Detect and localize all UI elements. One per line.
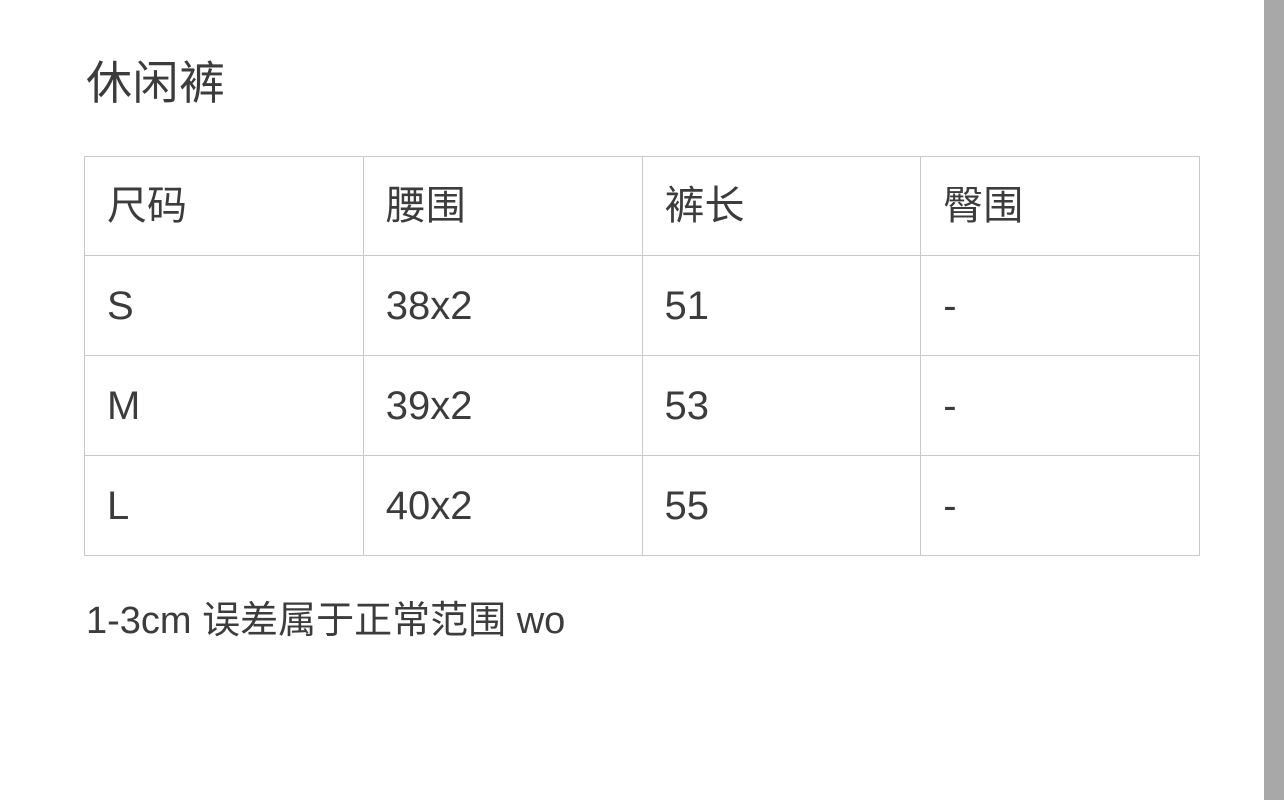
cell-size: S [84, 255, 364, 356]
cell-pant-length: 55 [641, 455, 922, 556]
scrollbar-thumb[interactable] [1264, 0, 1284, 800]
cell-pant-length: 51 [641, 255, 922, 356]
cell-pant-length: 53 [641, 355, 922, 456]
cell-waist: 38x2 [362, 255, 643, 356]
column-header-hip: 臀围 [920, 156, 1200, 256]
column-header-waist: 腰围 [362, 156, 643, 256]
measurement-tolerance-note: 1-3cm 误差属于正常范围 wo [86, 600, 566, 642]
size-chart-table: 尺码 腰围 裤长 臀围 S 38x2 51 - M 39x2 53 - [84, 156, 1200, 556]
table-row: S 38x2 51 - [84, 255, 1200, 356]
cell-waist: 40x2 [362, 455, 643, 556]
table-row: M 39x2 53 - [84, 355, 1200, 456]
vertical-scrollbar[interactable] [1264, 0, 1284, 800]
cell-waist: 39x2 [362, 355, 643, 456]
cell-size: L [84, 455, 364, 556]
column-header-size: 尺码 [84, 156, 364, 256]
cell-hip: - [920, 255, 1200, 356]
table-header-row: 尺码 腰围 裤长 臀围 [84, 156, 1200, 256]
page-title: 休闲裤 [86, 57, 226, 109]
cell-hip: - [920, 355, 1200, 456]
cell-size: M [84, 355, 364, 456]
table-row: L 40x2 55 - [84, 455, 1200, 556]
column-header-pant-length: 裤长 [641, 156, 922, 256]
cell-hip: - [920, 455, 1200, 556]
